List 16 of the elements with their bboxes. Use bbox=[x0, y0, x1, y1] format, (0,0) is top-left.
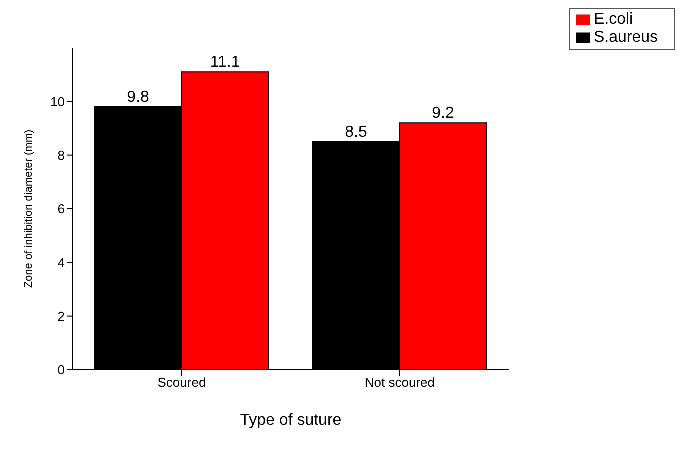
data-label: 8.5 bbox=[345, 124, 368, 141]
y-tick-label: 2 bbox=[58, 308, 65, 324]
x-tick-label: Scoured bbox=[158, 375, 206, 390]
y-tick-label: 8 bbox=[58, 148, 65, 163]
y-axis-title: Zone of inhibition diameter (mm) bbox=[22, 130, 35, 288]
y-tick-label: 6 bbox=[58, 202, 65, 217]
x-tick-label: Not scoured bbox=[364, 375, 436, 390]
data-label: 9.8 bbox=[127, 89, 150, 106]
data-label: 11.1 bbox=[210, 54, 240, 72]
x-axis-title: Type of suture bbox=[240, 412, 342, 429]
legend-label: E.coli bbox=[594, 11, 634, 28]
legend-label: S.aureus bbox=[594, 29, 658, 46]
y-tick-label: 10 bbox=[50, 94, 65, 110]
y-tick-label: 0 bbox=[58, 362, 65, 378]
data-label: 9.2 bbox=[432, 105, 454, 122]
y-tick-label: 4 bbox=[58, 255, 65, 270]
